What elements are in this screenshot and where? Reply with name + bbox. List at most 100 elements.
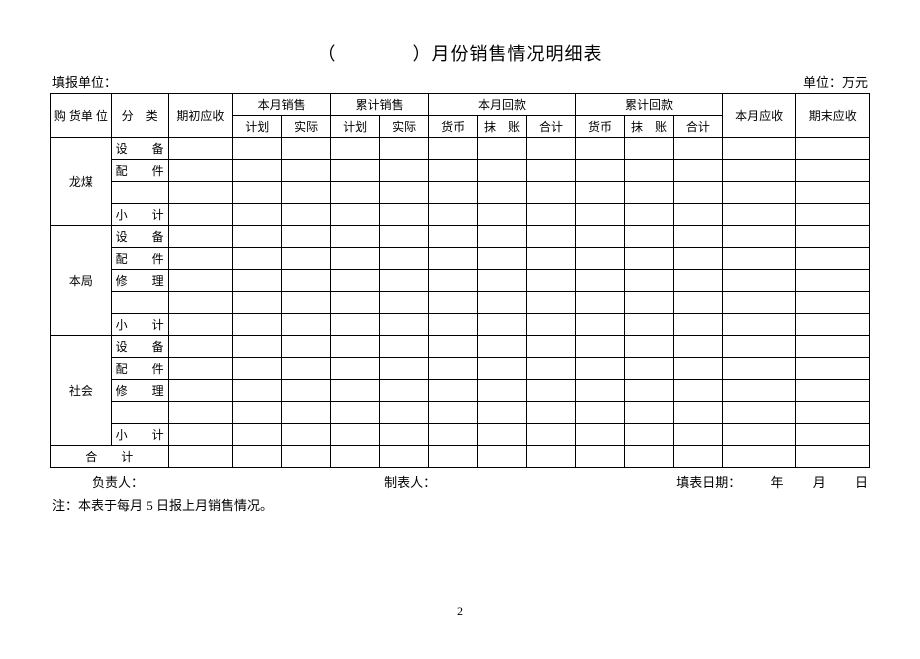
data-cell — [624, 336, 673, 358]
day-label: 日 — [855, 475, 868, 490]
data-cell — [380, 446, 429, 468]
hdr-month-collect: 本月回款 — [429, 94, 576, 116]
data-cell — [722, 358, 795, 380]
table-row: 小 计 — [51, 204, 870, 226]
data-cell — [796, 182, 870, 204]
data-cell — [673, 248, 722, 270]
title-text: 月份销售情况明细表 — [432, 44, 603, 64]
data-cell — [576, 314, 625, 336]
data-cell — [282, 380, 331, 402]
hdr-cum-collect: 累计回款 — [576, 94, 723, 116]
hdr-month-sales: 本月销售 — [233, 94, 331, 116]
data-cell — [722, 380, 795, 402]
data-cell — [796, 138, 870, 160]
data-cell — [331, 248, 380, 270]
data-cell — [576, 248, 625, 270]
data-cell — [673, 314, 722, 336]
data-cell — [576, 226, 625, 248]
data-cell — [624, 446, 673, 468]
data-cell — [527, 204, 576, 226]
table-row: 龙煤设 备 — [51, 138, 870, 160]
hdr-end-recv: 期末应收 — [796, 94, 870, 138]
data-cell — [282, 446, 331, 468]
hdr-subtotal: 合计 — [673, 116, 722, 138]
category-cell: 配 件 — [111, 358, 168, 380]
hdr-offset: 抹 账 — [624, 116, 673, 138]
data-cell — [624, 204, 673, 226]
data-cell — [380, 204, 429, 226]
data-cell — [673, 182, 722, 204]
hdr-currency: 货币 — [429, 116, 478, 138]
data-cell — [478, 292, 527, 314]
data-cell — [282, 248, 331, 270]
category-cell: 小 计 — [111, 424, 168, 446]
data-cell — [168, 248, 233, 270]
data-cell — [722, 314, 795, 336]
data-cell — [576, 160, 625, 182]
hdr-category: 分 类 — [111, 94, 168, 138]
hdr-actual: 实际 — [380, 116, 429, 138]
table-row: 小 计 — [51, 314, 870, 336]
total-row: 合 计 — [51, 446, 870, 468]
data-cell — [796, 424, 870, 446]
data-cell — [796, 248, 870, 270]
data-cell — [331, 182, 380, 204]
data-cell — [380, 424, 429, 446]
data-cell — [168, 358, 233, 380]
data-cell — [673, 138, 722, 160]
data-cell — [624, 402, 673, 424]
responsible-label: 负责人： — [92, 472, 144, 491]
data-cell — [429, 292, 478, 314]
data-cell — [282, 402, 331, 424]
data-cell — [478, 270, 527, 292]
hdr-begin-recv: 期初应收 — [168, 94, 233, 138]
hdr-plan: 计划 — [233, 116, 282, 138]
data-cell — [576, 204, 625, 226]
hdr-cum-sales: 累计销售 — [331, 94, 429, 116]
hdr-subtotal: 合计 — [527, 116, 576, 138]
data-cell — [722, 270, 795, 292]
data-cell — [796, 380, 870, 402]
data-cell — [429, 182, 478, 204]
data-cell — [478, 160, 527, 182]
data-cell — [331, 336, 380, 358]
data-cell — [282, 358, 331, 380]
data-cell — [282, 292, 331, 314]
title-prefix: （ ） — [318, 44, 432, 64]
data-cell — [331, 226, 380, 248]
data-cell — [429, 358, 478, 380]
data-cell — [233, 358, 282, 380]
data-cell — [282, 204, 331, 226]
table-body: 龙煤设 备配 件小 计本局设 备配 件修 理小 计社会设 备配 件修 理小 计合… — [51, 138, 870, 468]
data-cell — [380, 138, 429, 160]
data-cell — [673, 424, 722, 446]
data-cell — [673, 336, 722, 358]
data-cell — [478, 248, 527, 270]
filler-unit-label: 填报单位： — [52, 72, 117, 91]
data-cell — [429, 248, 478, 270]
data-cell — [380, 270, 429, 292]
data-cell — [673, 380, 722, 402]
data-cell — [527, 248, 576, 270]
data-cell — [527, 182, 576, 204]
data-cell — [380, 160, 429, 182]
data-cell — [624, 226, 673, 248]
data-cell — [233, 248, 282, 270]
data-cell — [168, 336, 233, 358]
data-cell — [624, 358, 673, 380]
data-cell — [331, 380, 380, 402]
data-cell — [282, 160, 331, 182]
data-cell — [233, 160, 282, 182]
data-cell — [673, 292, 722, 314]
data-cell — [233, 336, 282, 358]
data-cell — [796, 160, 870, 182]
data-cell — [527, 226, 576, 248]
data-cell — [168, 138, 233, 160]
data-cell — [429, 446, 478, 468]
data-cell — [624, 424, 673, 446]
data-cell — [527, 358, 576, 380]
data-cell — [429, 160, 478, 182]
data-cell — [796, 204, 870, 226]
footnote: 注：本表于每月 5 日报上月销售情况。 — [50, 495, 870, 514]
data-cell — [722, 226, 795, 248]
